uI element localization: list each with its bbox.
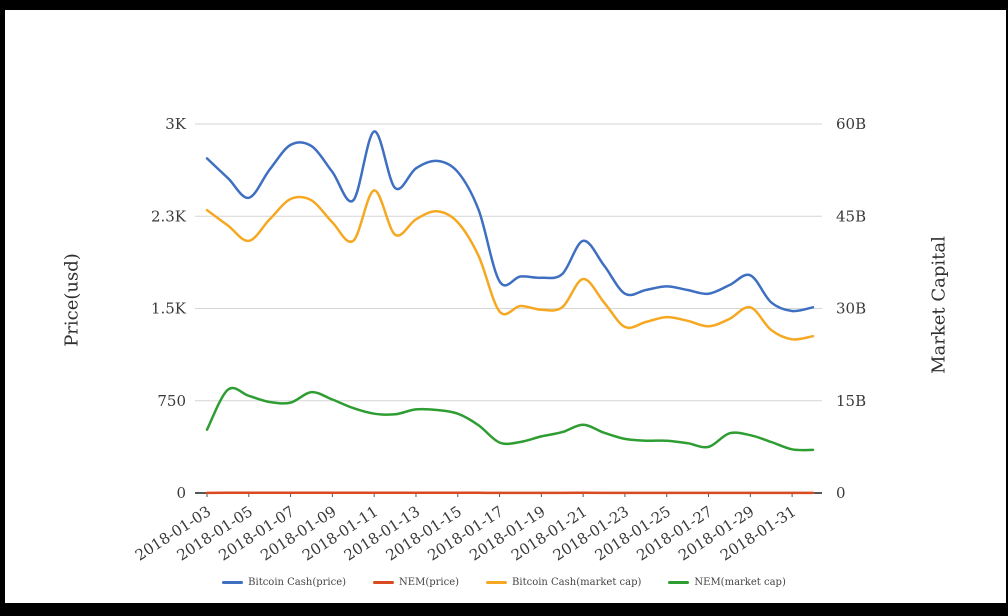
legend-item-nem-market-cap: NEM(market cap) bbox=[668, 577, 786, 588]
legend-item-bitcoin-cash-market-cap: Bitcoin Cash(market cap) bbox=[486, 577, 641, 588]
legend-label: Bitcoin Cash(price) bbox=[248, 577, 347, 588]
y-tick-label-right: 0 bbox=[836, 484, 846, 502]
frame-border-bottom bbox=[0, 603, 1008, 616]
frame-border-top bbox=[0, 0, 1008, 10]
y-tick-label-right: 15B bbox=[836, 392, 866, 410]
frame-border-right bbox=[1006, 0, 1008, 616]
series-line-bitcoin-cash-price bbox=[205, 130, 815, 313]
x-axis-labels: 2018-01-032018-01-052018-01-072018-01-09… bbox=[132, 502, 799, 564]
frame-border-left bbox=[0, 0, 5, 616]
y-tick-label-right: 30B bbox=[836, 300, 866, 318]
y-tick-label-left: 2.3K bbox=[151, 207, 187, 225]
legend-swatch-nem-price bbox=[373, 581, 395, 584]
legend: Bitcoin Cash(price) NEM(price) Bitcoin Cas… bbox=[0, 577, 1008, 588]
legend-swatch-nem-market-cap bbox=[668, 581, 690, 584]
y-tick-label-left: 1.5K bbox=[151, 300, 187, 318]
legend-label: NEM(price) bbox=[399, 577, 460, 588]
y-tick-label-right: 45B bbox=[836, 207, 866, 225]
legend-item-bitcoin-cash-price: Bitcoin Cash(price) bbox=[222, 577, 346, 588]
left-axis-title: Price(usd) bbox=[61, 253, 83, 347]
gridlines bbox=[195, 123, 822, 402]
y-tick-label-right: 60B bbox=[836, 115, 866, 133]
legend-swatch-bitcoin-cash-price bbox=[222, 581, 244, 584]
right-axis-title: Market Capital bbox=[928, 236, 950, 374]
y-axis-labels-right: 0 15B 30B 45B 60B bbox=[836, 115, 866, 502]
y-tick-label-left: 3K bbox=[165, 115, 187, 133]
legend-swatch-bitcoin-cash-market-cap bbox=[486, 581, 508, 584]
y-tick-label-left: 0 bbox=[176, 484, 186, 502]
legend-label: Bitcoin Cash(market cap) bbox=[512, 577, 642, 588]
y-tick-label-left: 750 bbox=[157, 392, 186, 410]
legend-item-nem-price: NEM(price) bbox=[373, 577, 459, 588]
y-axis-labels-left: 0 750 1.5K 2.3K 3K bbox=[151, 115, 187, 502]
legend-label: NEM(market cap) bbox=[694, 577, 786, 588]
series-line-nem-market-cap bbox=[205, 386, 815, 452]
series-line-bitcoin-cash-market-cap bbox=[205, 189, 815, 341]
